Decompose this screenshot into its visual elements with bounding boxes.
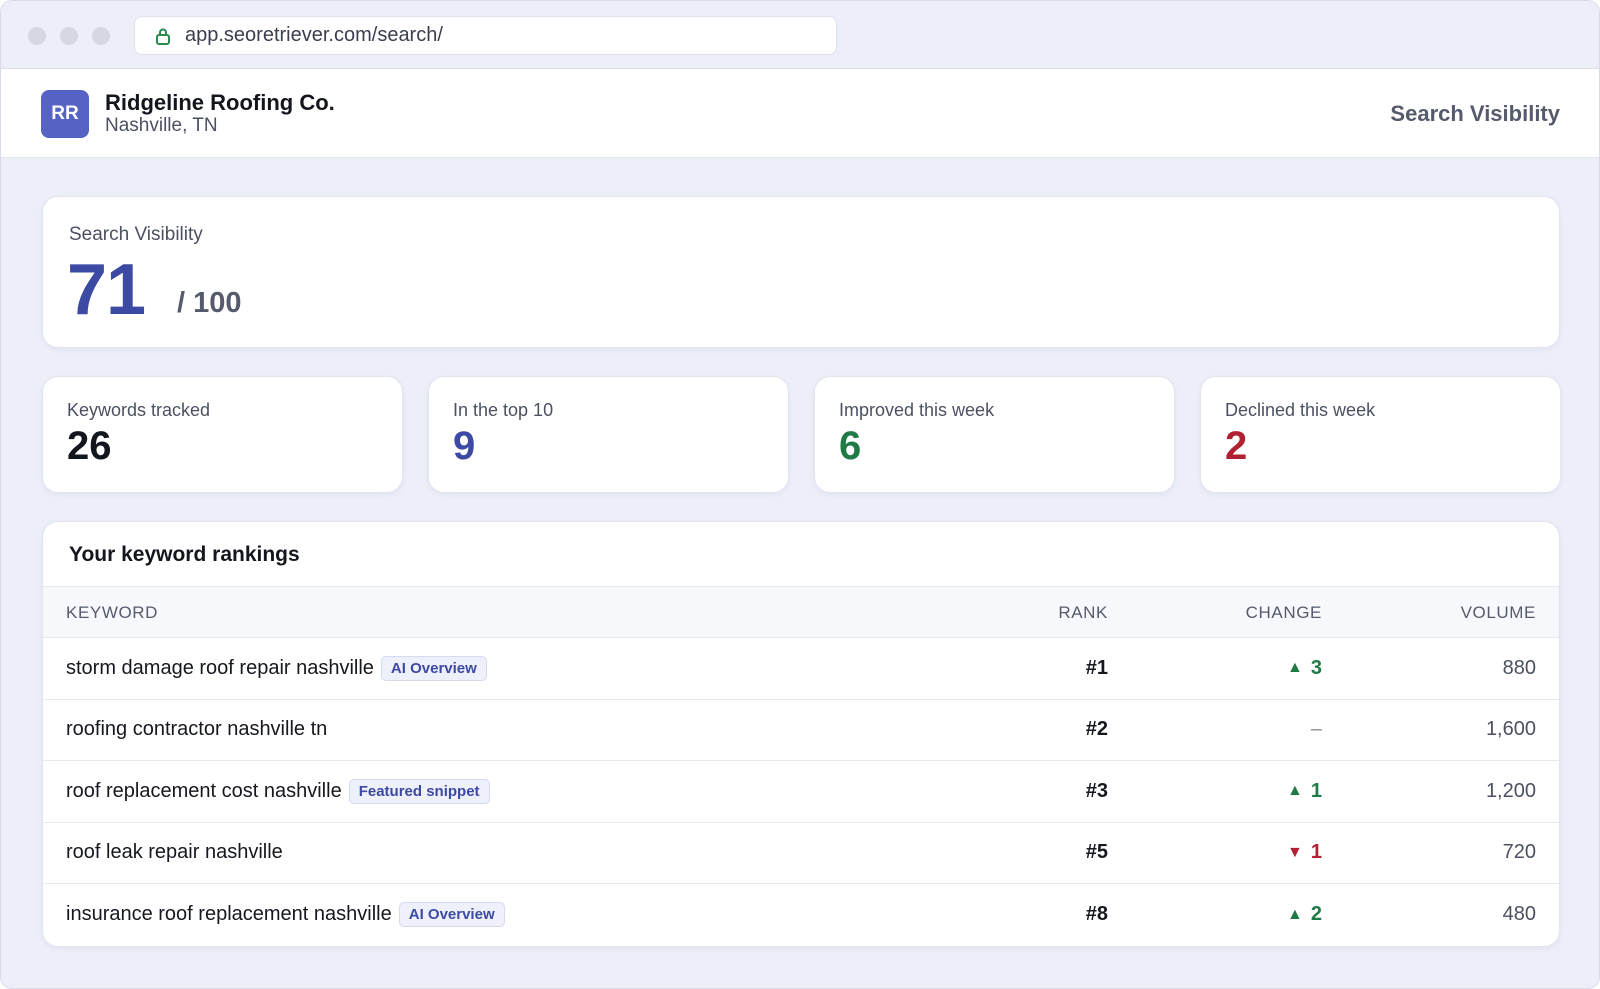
- change-value: 3: [1310, 656, 1322, 679]
- volume-cell: 880: [1502, 656, 1536, 679]
- change-value: 2: [1310, 903, 1322, 926]
- stat-card-top-10: In the top 10 9: [428, 376, 789, 493]
- table-row[interactable]: storm damage roof repair nashville AI Ov…: [43, 638, 1559, 700]
- rank-cell: #3: [1085, 779, 1108, 802]
- serp-feature-badge: Featured snippet: [348, 778, 490, 804]
- triangle-up-icon: ▲: [1287, 905, 1303, 923]
- column-header-keyword[interactable]: KEYWORD: [66, 603, 159, 622]
- stat-value: 26: [67, 424, 112, 468]
- window-minimize-dot[interactable]: [60, 27, 78, 45]
- serp-feature-badge: AI Overview: [398, 902, 505, 928]
- address-bar[interactable]: app.seoretriever.com/search/: [134, 16, 837, 55]
- column-header-rank[interactable]: RANK: [1058, 603, 1108, 622]
- table-body: storm damage roof repair nashville AI Ov…: [43, 638, 1559, 946]
- serp-feature-badge: AI Overview: [380, 655, 487, 681]
- volume-cell: 1,600: [1485, 718, 1536, 741]
- rank-cell: #1: [1085, 656, 1108, 679]
- triangle-down-icon: ▼: [1287, 843, 1303, 861]
- table-row[interactable]: roofing contractor nashville tn #2 – 1,6…: [43, 700, 1559, 761]
- score-label: Search Visibility: [69, 224, 203, 245]
- stat-label: Keywords tracked: [67, 400, 211, 420]
- keyword-text: roofing contractor nashville tn: [66, 718, 328, 741]
- column-header-volume[interactable]: VOLUME: [1460, 603, 1536, 622]
- keyword-rankings-table: Your keyword rankings KEYWORD RANK CHANG…: [42, 521, 1560, 947]
- stat-card-improved: Improved this week 6: [814, 376, 1175, 493]
- stat-card-keywords-tracked: Keywords tracked 26: [42, 376, 403, 493]
- keyword-cell: roof replacement cost nashville Featured…: [66, 761, 490, 822]
- page-title: Search Visibility: [1390, 101, 1560, 126]
- stat-label: Improved this week: [839, 400, 995, 420]
- stat-value: 6: [839, 424, 862, 468]
- rank-cell: #8: [1085, 903, 1108, 926]
- avatar[interactable]: RR: [41, 90, 89, 138]
- visibility-score-card: Search Visibility 71 / 100: [42, 196, 1560, 348]
- stat-value: 9: [453, 424, 476, 468]
- table-row[interactable]: roof leak repair nashville #5 ▼ 1 720: [43, 823, 1559, 884]
- stat-card-declined: Declined this week 2: [1200, 376, 1561, 493]
- table-header: KEYWORD RANK CHANGE VOLUME: [43, 586, 1559, 638]
- table-title: Your keyword rankings: [69, 543, 300, 566]
- stat-label: In the top 10: [453, 400, 554, 420]
- change-value: 1: [1310, 841, 1322, 864]
- keyword-text: roof leak repair nashville: [66, 841, 283, 864]
- triangle-up-icon: ▲: [1287, 659, 1303, 677]
- business-name: Ridgeline Roofing Co.: [105, 90, 335, 115]
- keyword-text: insurance roof replacement nashville: [66, 903, 392, 926]
- lock-icon: [155, 27, 171, 45]
- keyword-cell: storm damage roof repair nashville AI Ov…: [66, 638, 487, 699]
- keyword-cell: roof leak repair nashville: [66, 823, 283, 884]
- browser-chrome: app.seoretriever.com/search/: [1, 1, 1599, 69]
- app-header: RR Ridgeline Roofing Co. Nashville, TN S…: [1, 69, 1599, 158]
- volume-cell: 1,200: [1485, 779, 1536, 802]
- stat-value: 2: [1225, 424, 1248, 468]
- table-row[interactable]: insurance roof replacement nashville AI …: [43, 884, 1559, 946]
- keyword-cell: roofing contractor nashville tn: [66, 700, 327, 761]
- keyword-cell: insurance roof replacement nashville AI …: [66, 884, 505, 946]
- change-cell: ▲ 2: [1287, 884, 1322, 946]
- table-row[interactable]: roof replacement cost nashville Featured…: [43, 761, 1559, 823]
- rank-cell: #5: [1085, 841, 1108, 864]
- stat-label: Declined this week: [1225, 400, 1376, 420]
- keyword-text: roof replacement cost nashville: [66, 779, 342, 802]
- score-value: 71: [67, 250, 146, 330]
- window-close-dot[interactable]: [28, 27, 46, 45]
- rank-cell: #2: [1085, 718, 1108, 741]
- change-value: 1: [1310, 779, 1322, 802]
- keyword-text: storm damage roof repair nashville: [66, 656, 374, 679]
- column-header-change[interactable]: CHANGE: [1245, 603, 1322, 622]
- change-value: –: [1310, 718, 1322, 741]
- change-cell: ▲ 1: [1287, 761, 1322, 822]
- change-cell: ▲ 3: [1287, 638, 1322, 699]
- business-location: Nashville, TN: [105, 115, 218, 136]
- volume-cell: 480: [1502, 903, 1536, 926]
- window-maximize-dot[interactable]: [92, 27, 110, 45]
- change-cell: –: [1311, 700, 1322, 761]
- url-text: app.seoretriever.com/search/: [185, 24, 443, 46]
- change-cell: ▼ 1: [1287, 823, 1322, 884]
- triangle-up-icon: ▲: [1287, 782, 1303, 800]
- score-max: / 100: [177, 287, 242, 319]
- volume-cell: 720: [1502, 841, 1536, 864]
